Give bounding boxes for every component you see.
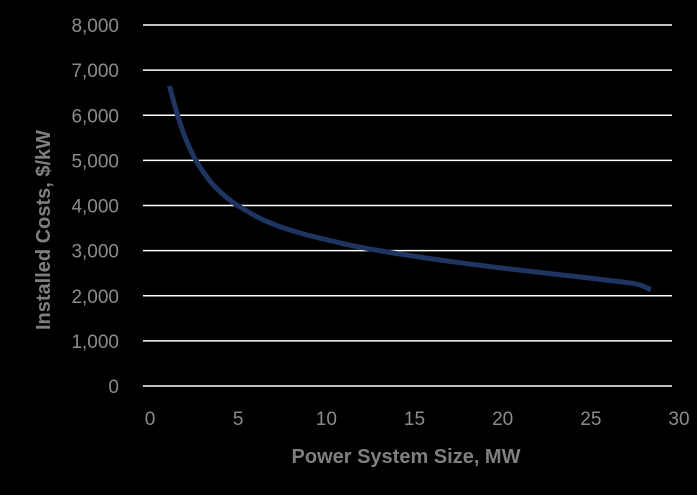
x-tick-label: 25 [580,409,601,430]
x-tick-label: 30 [668,409,689,430]
y-tick-label: 0 [108,377,119,398]
series-layer [167,85,652,293]
y-tick-label: 3,000 [71,242,119,263]
y-axis-ticks: 0 1,000 2,000 3,000 4,000 5,000 6,000 7,000 8,00… [71,16,119,398]
y-tick-label: 2,000 [71,287,119,308]
y-tick-label: 5,000 [71,151,119,172]
y-axis-label: Installed Costs, $/kW [33,130,55,330]
x-tick-label: 0 [145,409,156,430]
y-tick-label: 6,000 [71,106,119,127]
y-tick-label: 8,000 [71,16,119,37]
x-tick-label: 10 [316,409,337,430]
x-tick-label: 15 [404,409,425,430]
x-tick-label: 5 [233,409,244,430]
y-tick-label: 7,000 [71,61,119,82]
x-tick-label: 20 [492,409,513,430]
y-tick-label: 1,000 [71,332,119,353]
series-line [167,85,652,293]
y-tick-label: 4,000 [71,197,119,218]
x-axis-label: Power System Size, MW [292,446,521,468]
x-axis-ticks: 0 5 10 15 20 25 30 [145,409,690,430]
gridlines [143,24,672,387]
